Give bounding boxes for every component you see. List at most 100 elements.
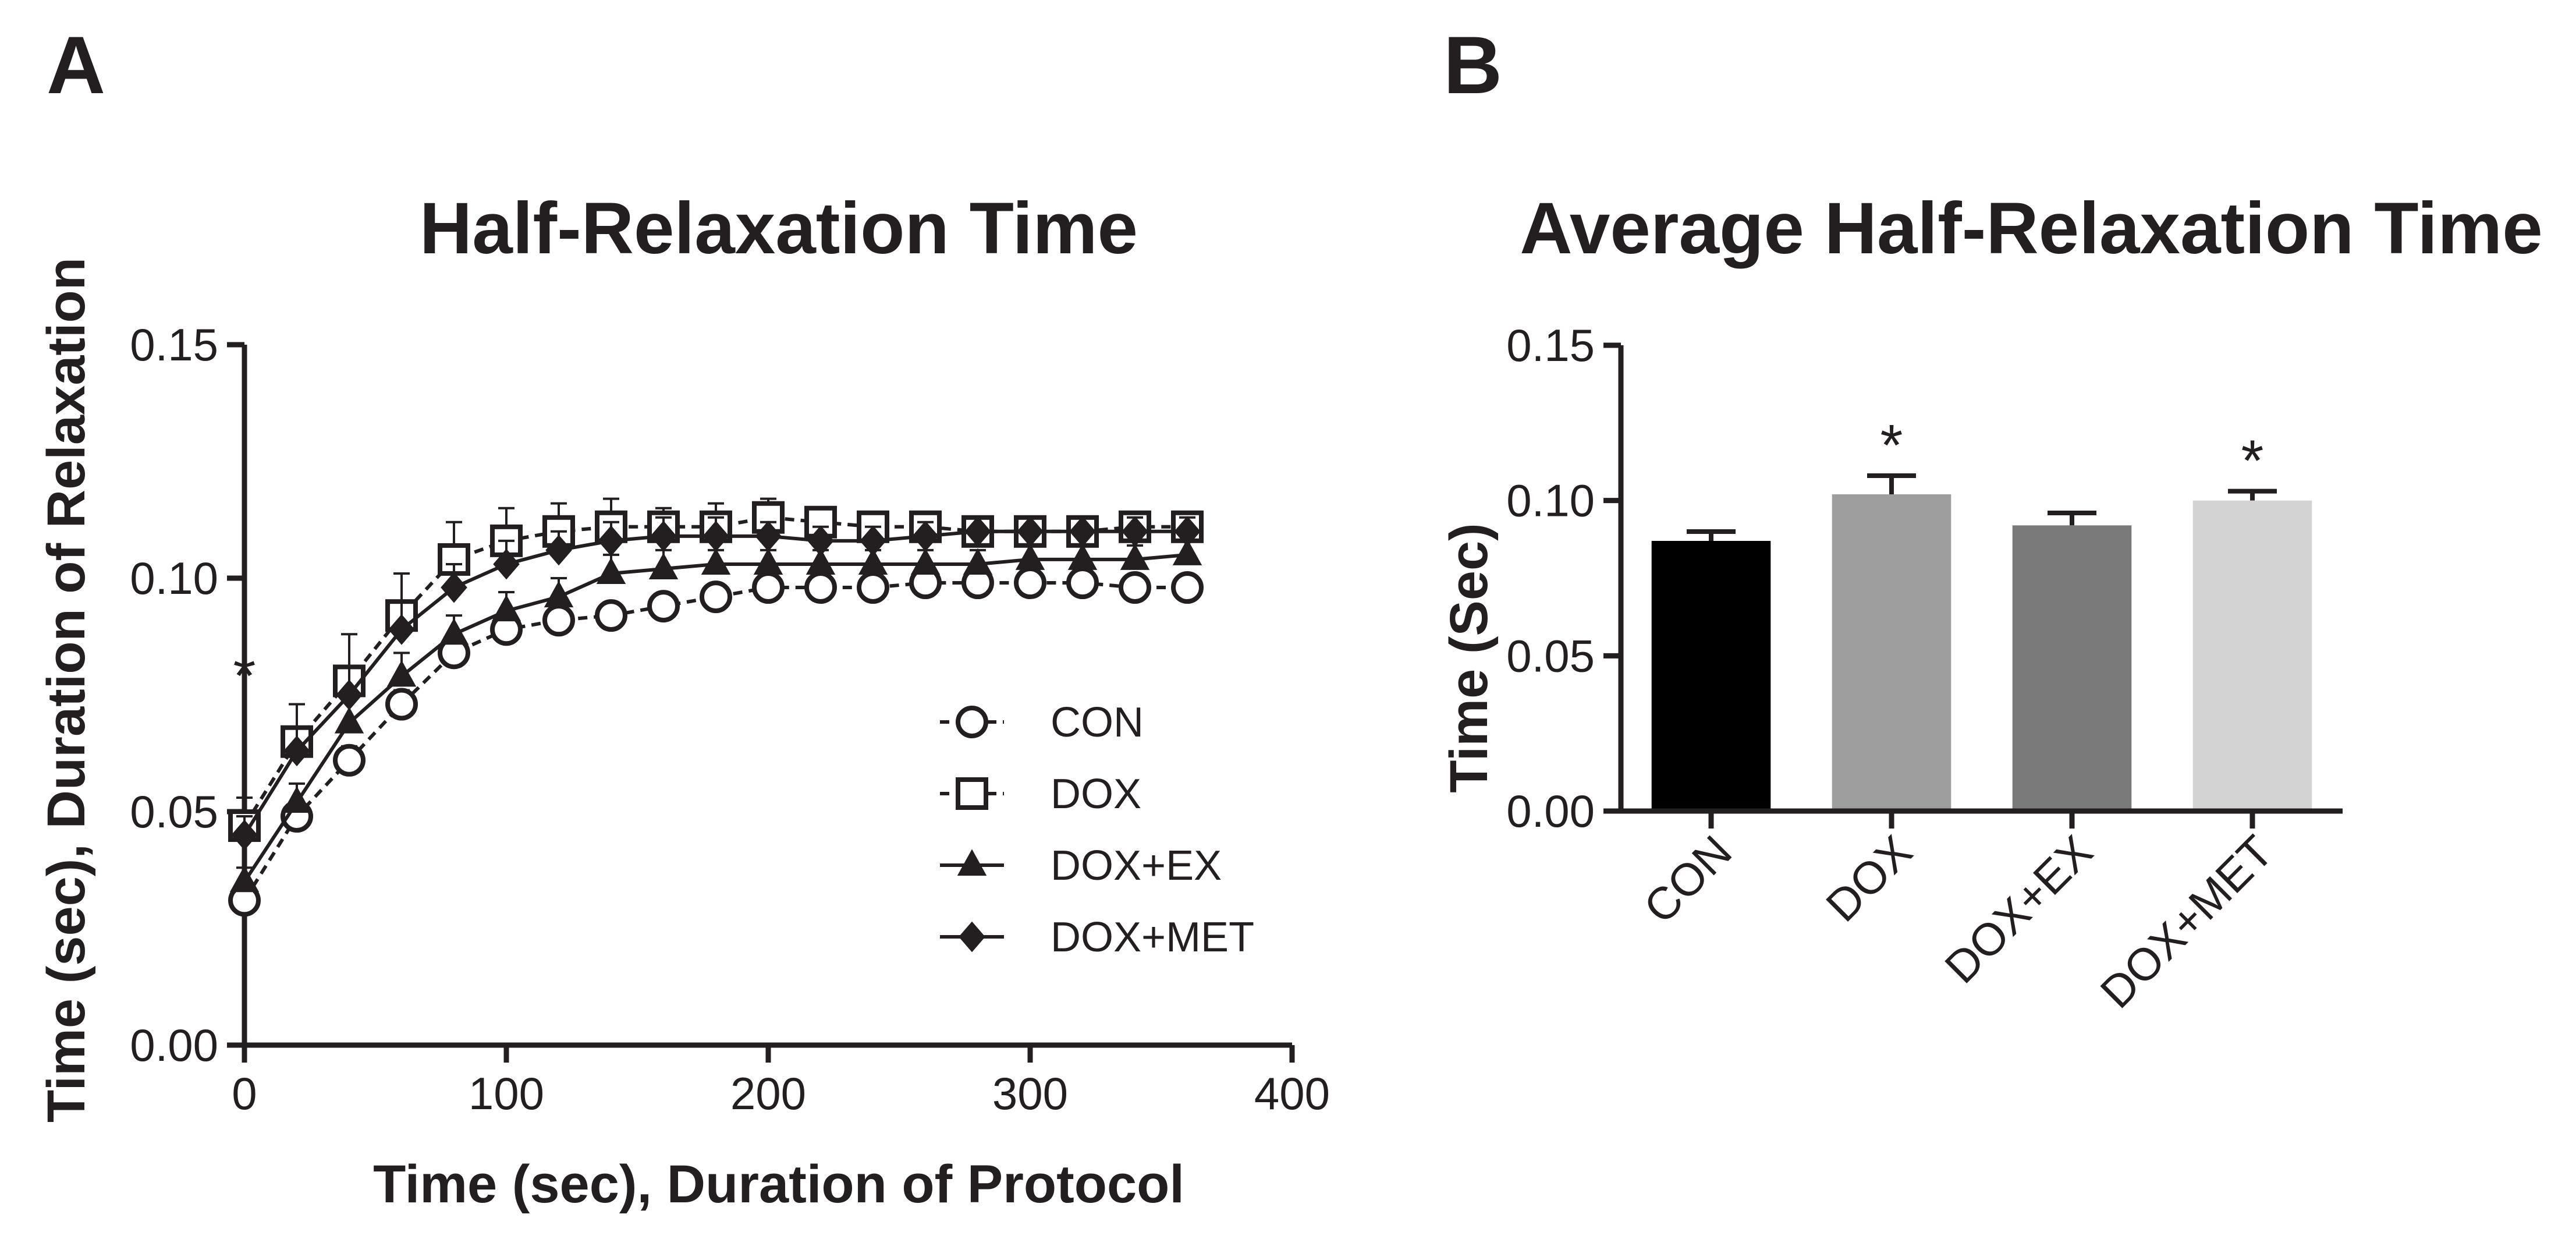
bar-dox [1832,494,1951,811]
chart-a-x-tick-label: 0 [232,1068,257,1119]
data-point [1066,567,1099,600]
data-point [963,548,993,575]
data-point [385,688,418,721]
chart-a-y-tick-label: 0.10 [130,553,218,604]
data-point [1174,516,1201,547]
chart-a-x-tick-label: 100 [469,1068,544,1119]
data-point [596,557,626,584]
data-point [1122,516,1148,547]
data-point [283,735,310,767]
chart-b-y-tick-label: 0.05 [1506,630,1595,681]
data-point [595,599,627,632]
chart-a-x-tick-label: 200 [730,1068,806,1119]
chart-b-x-tick-label-dox-ex: DOX+EX [1935,826,2102,993]
data-point [1171,571,1204,604]
significance-star-dox-met: * [2241,429,2264,494]
bar-dox-met [2192,500,2312,811]
legend-label: DOX [1051,771,1141,817]
bar-dox-ex [2012,525,2132,811]
data-point [804,571,837,604]
series-dox-ex [229,539,1202,893]
data-point [858,548,888,575]
legend-marker [956,777,988,810]
significance-star-dox: * [1880,413,1903,478]
chart-a-x-tick-label: 300 [992,1068,1068,1119]
data-point [231,819,258,851]
data-point [229,865,260,893]
chart-a-y-tick-label: 0.00 [130,1019,218,1071]
series-dox-met-line [243,529,1187,836]
data-point [806,548,836,575]
data-point [964,516,991,547]
chart-b-y-tick-label: 0.10 [1506,475,1595,526]
data-point [334,707,364,734]
legend-entry-con: CON [940,699,1144,746]
chart-a-y-axis-title: Time (sec), Duration of Relaxation [37,257,96,1123]
data-point [333,744,366,777]
chart-a-y-tick-label: 0.05 [130,786,218,837]
data-point [752,571,785,604]
legend-marker [959,921,985,953]
data-point [910,548,941,575]
data-point [1172,539,1202,565]
chart-b-average-half-relaxation-time: Average Half-Relaxation Time Time (Sec) … [1439,188,2543,1018]
data-point [493,548,520,580]
data-point [1017,516,1044,547]
data-point [388,614,415,645]
chart-b-y-axis-title: Time (Sec) [1439,523,1499,793]
data-point [1120,543,1150,570]
legend-entry-dox-met: DOX+MET [940,914,1254,961]
legend-marker [956,706,988,738]
legend-marker [957,849,987,876]
data-point [860,525,886,557]
data-point [545,534,572,566]
chart-b-y-tick-label: 0.00 [1506,785,1595,837]
data-point [1119,571,1151,604]
data-point [598,525,625,557]
data-point [647,590,680,623]
chart-a-title: Half-Relaxation Time [420,188,1138,269]
legend-label: DOX+EX [1051,842,1222,889]
data-point [700,580,732,614]
panel-label-b: B [1443,19,1502,111]
chart-b-x-tick-label-dox: DOX [1816,826,1922,932]
data-point [650,521,677,552]
data-point [282,786,312,813]
chart-b-y-tick-label: 0.15 [1506,320,1595,371]
chart-b-x-tick-label-con: CON [1634,826,1741,933]
data-point [807,525,834,557]
chart-a-x-axis-title: Time (sec), Duration of Protocol [373,1155,1184,1214]
chart-b-x-tick-label-dox-met: DOX+MET [2091,826,2283,1018]
chart-a-half-relaxation-time: Half-Relaxation Time Time (sec), Duratio… [37,188,1330,1214]
bar-con [1651,541,1771,811]
legend-entry-dox: DOX [940,771,1141,817]
chart-b-title: Average Half-Relaxation Time [1520,188,2543,269]
data-point [386,660,417,687]
data-point [755,521,782,552]
data-point [1067,543,1098,570]
panel-label-a: A [47,19,105,111]
data-point [491,594,521,622]
data-point [857,571,889,604]
legend-label: DOX+MET [1051,914,1254,961]
series-dox-met [231,516,1201,851]
data-point [542,604,575,637]
data-point [1069,516,1096,547]
data-point [441,572,467,603]
legend-label: CON [1051,699,1144,746]
data-point [1014,567,1046,600]
chart-a-y-tick-label: 0.15 [130,319,218,370]
chart-a-x-tick-label: 400 [1254,1068,1330,1119]
data-point [1015,543,1045,570]
data-point [439,618,469,645]
legend-entry-dox-ex: DOX+EX [940,842,1222,889]
series-con [228,567,1204,917]
data-point [544,580,574,608]
data-point [702,521,729,552]
data-point [701,548,731,575]
data-point [336,679,363,710]
data-point [753,548,783,575]
data-point [912,521,939,552]
data-point [648,553,679,579]
